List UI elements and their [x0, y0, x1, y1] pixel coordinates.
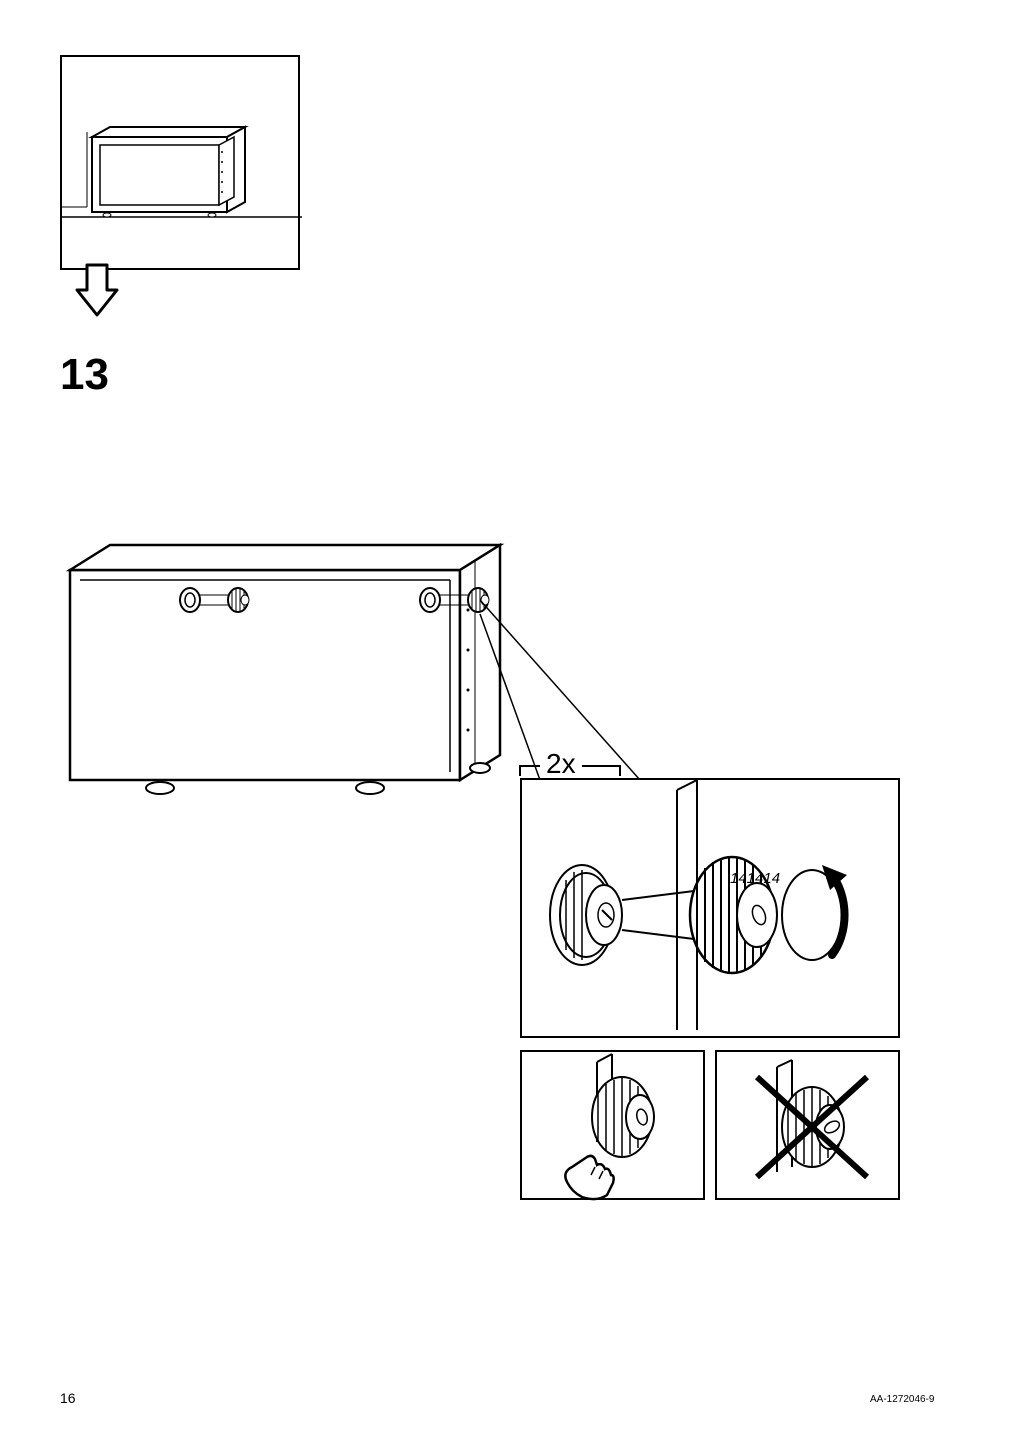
instruction-page: 13: [0, 0, 1012, 1432]
step-number: 13: [60, 350, 109, 400]
context-illustration: [62, 57, 302, 272]
wrong-orientation-panel: [715, 1050, 900, 1200]
context-panel: [60, 55, 300, 270]
detail-panel: [520, 778, 900, 1038]
doc-code: AA-1272046-9: [870, 1394, 935, 1405]
main-illustration: [60, 530, 520, 850]
down-arrow-icon: [72, 260, 122, 320]
correct-orientation-panel: [520, 1050, 705, 1200]
page-number: 16: [60, 1390, 76, 1406]
part-number: 141414: [730, 870, 780, 887]
quantity-label: 2x: [540, 748, 582, 780]
